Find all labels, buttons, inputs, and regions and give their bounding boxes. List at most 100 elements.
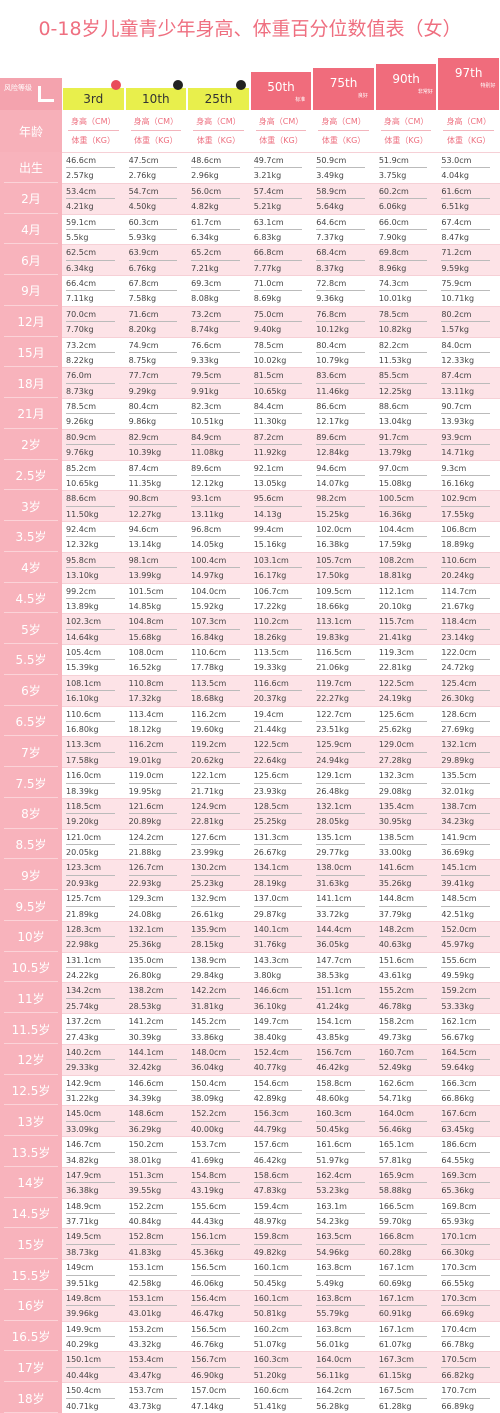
weight-value: 7.58kg — [128, 294, 157, 304]
age-rule — [4, 673, 58, 675]
cell-rule — [66, 474, 115, 476]
weight-value: 50.45kg — [316, 1124, 349, 1134]
weight-value: 10.71kg — [441, 294, 475, 304]
weight-value: 34.39kg — [128, 1094, 162, 1104]
weight-value: 26.67kg — [253, 848, 287, 857]
weight-value: 53.23kg — [316, 1186, 349, 1196]
weight-value: 35.26kg — [378, 878, 412, 888]
weight-value: 36.29kg — [128, 1124, 162, 1134]
height-value: 128.5cm — [253, 801, 289, 811]
weight-value: 2.96kg — [191, 171, 219, 181]
height-value: 110.6cm — [66, 709, 102, 719]
height-value: 142.9cm — [66, 1078, 102, 1088]
column-label: 90th — [392, 72, 420, 86]
age-label: 5.5岁 — [15, 653, 47, 668]
weight-value: 14.07kg — [316, 478, 349, 488]
left-column — [0, 152, 62, 1413]
cell-rule — [441, 936, 490, 938]
height-value: 82.9cm — [128, 432, 159, 442]
weight-value: 3.21kg — [253, 171, 282, 181]
cell-rule — [316, 1151, 365, 1153]
height-value: 164.5cm — [441, 1047, 477, 1057]
age-rule — [4, 1042, 58, 1044]
weight-header: 体重（KG） — [384, 136, 428, 145]
height-value: 142.2cm — [191, 986, 227, 996]
weight-value: 26.61kg — [191, 909, 224, 919]
age-label: 15.5岁 — [11, 1268, 51, 1283]
weight-value: 9.26kg — [66, 417, 94, 427]
height-value: 135.5cm — [441, 771, 477, 781]
height-value: 130.2cm — [191, 863, 227, 873]
cell-rule — [316, 567, 365, 569]
height-header: 身高（CM） — [71, 117, 116, 126]
height-value: 138.0cm — [316, 863, 352, 873]
height-value: 80.4cm — [316, 340, 347, 350]
height-value: 163.5cm — [316, 1232, 352, 1242]
age-rule — [4, 427, 58, 429]
height-value: 155.6cm — [441, 955, 477, 965]
cell-rule — [378, 1182, 428, 1184]
cell-rule — [441, 659, 490, 661]
height-value: 125.9cm — [316, 740, 352, 750]
height-value: 124.9cm — [191, 801, 227, 811]
cell-rule — [378, 259, 428, 261]
weight-value: 36.10kg — [253, 1001, 287, 1011]
weight-value: 4.50kg — [128, 202, 157, 212]
age-label: 21月 — [17, 407, 45, 422]
age-label: 4.5岁 — [15, 591, 47, 606]
cell-rule — [316, 1028, 365, 1030]
age-rule — [4, 1350, 58, 1352]
weight-value: 52.49kg — [378, 1063, 412, 1073]
weight-value: 9.86kg — [128, 417, 157, 427]
weight-value: 40.44kg — [66, 1370, 99, 1380]
cell-rule — [128, 290, 178, 292]
height-value: 126.7cm — [128, 863, 164, 873]
height-value: 74.9cm — [128, 340, 159, 350]
height-value: 138.7cm — [441, 801, 477, 811]
weight-value: 10.02kg — [253, 355, 287, 365]
height-value: 79.5cm — [191, 371, 222, 381]
weight-value: 44.43kg — [191, 1217, 224, 1227]
cell-rule — [128, 1151, 178, 1153]
weight-value: 29.33kg — [66, 1063, 99, 1073]
height-value: 167.5cm — [378, 1386, 414, 1396]
height-value: 50.9cm — [316, 156, 347, 165]
height-value: 145.2cm — [191, 1017, 227, 1027]
weight-value: 59.64kg — [441, 1063, 475, 1073]
height-value: 80.4cm — [128, 402, 159, 412]
weight-value: 45.36kg — [191, 1247, 224, 1257]
height-value: 110.6cm — [441, 555, 477, 565]
height-value: 153.7cm — [128, 1386, 164, 1396]
cell-rule — [66, 782, 115, 784]
cell-rule — [191, 567, 240, 569]
height-value: 114.7cm — [441, 586, 477, 596]
weight-value: 38.40kg — [253, 1032, 287, 1042]
weight-value: 57.81kg — [378, 1155, 412, 1165]
height-value: 64.6cm — [316, 217, 347, 227]
weight-header: 体重（KG） — [134, 136, 178, 145]
weight-value: 61.28kg — [378, 1401, 412, 1411]
height-value: 149.9cm — [66, 1324, 102, 1334]
risk-cell — [0, 78, 62, 110]
weight-value: 40.84kg — [128, 1217, 162, 1227]
weight-value: 59.70kg — [378, 1217, 412, 1227]
height-value: 162.4cm — [316, 1170, 352, 1180]
column-label: 75th — [329, 76, 358, 90]
cell-rule — [378, 967, 428, 969]
weight-value: 20.24kg — [441, 571, 475, 581]
cell-rule — [128, 628, 178, 630]
cell-rule — [316, 1243, 365, 1245]
height-value: 163.8cm — [316, 1293, 352, 1303]
cell-rule — [441, 259, 490, 261]
height-value: 19.4cm — [253, 709, 284, 719]
weight-value: 21.88kg — [128, 848, 162, 857]
weight-value: 13.05kg — [253, 478, 287, 488]
height-value: 62.5cm — [66, 248, 97, 258]
weight-value: 41.83kg — [128, 1247, 162, 1257]
weight-value: 16.17kg — [253, 571, 287, 581]
age-rule — [4, 1165, 58, 1167]
cell-rule — [253, 1059, 303, 1061]
height-value: 152.2cm — [128, 1201, 164, 1211]
height-value: 150.4cm — [66, 1386, 102, 1396]
age-label: 10.5岁 — [11, 961, 51, 976]
